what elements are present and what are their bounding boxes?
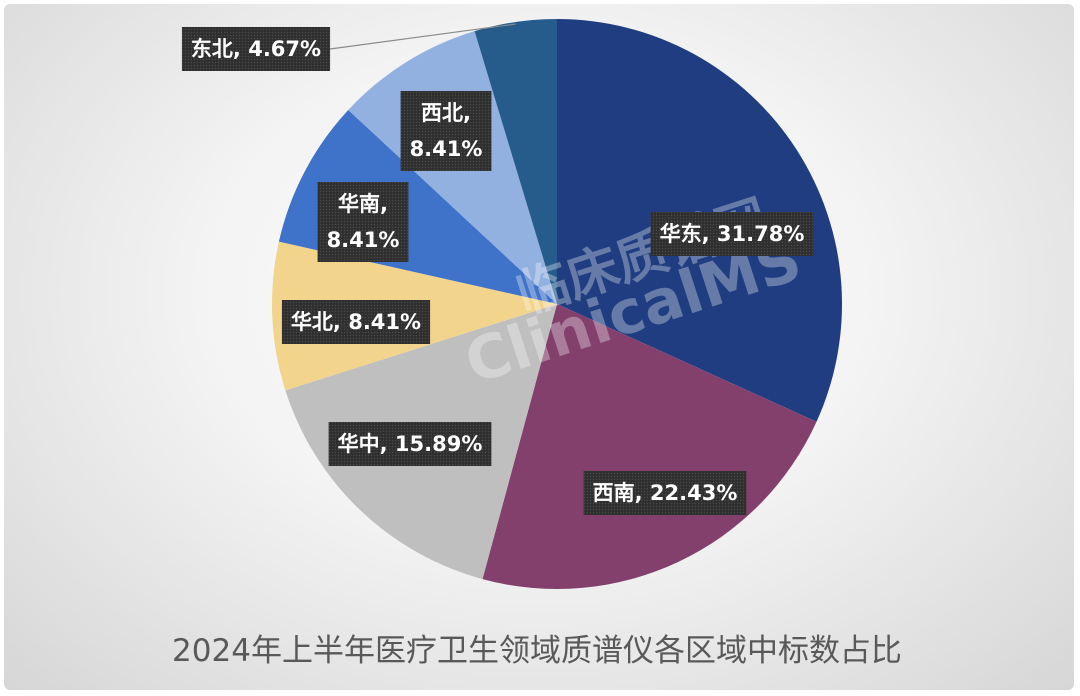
data-label-text-6-0: 东北, 4.67% [191, 37, 321, 61]
data-label-text-5-0: 西北, [421, 101, 471, 125]
data-label-text-3-0: 华北, 8.41% [291, 310, 421, 334]
data-label-text-4-1: 8.41% [327, 228, 400, 252]
pie-chart: 临床质谱网 ClinicalMS 华东, 31.78%西南, 22.43%华中,… [172, 19, 902, 669]
data-label-1: 西南, 22.43% [583, 471, 747, 515]
data-label-text-5-1: 8.41% [410, 137, 483, 161]
chart-title: 2024年上半年医疗卫生领域质谱仪各区域中标数占比 [172, 633, 902, 669]
data-label-text-4-0: 华南, [338, 192, 388, 216]
data-label-3: 华北, 8.41% [281, 300, 431, 344]
data-label-box-3 [281, 300, 431, 344]
leader-line-6 [329, 23, 516, 50]
data-label-box-1 [583, 471, 747, 515]
data-label-0: 华东, 31.78% [650, 212, 814, 256]
data-label-text-2-0: 华中, 15.89% [338, 432, 483, 456]
data-label-6: 东北, 4.67% [181, 27, 331, 71]
data-label-box-2 [328, 422, 492, 466]
data-label-box-5 [400, 91, 492, 171]
pie-slice-6 [474, 19, 557, 304]
data-label-2: 华中, 15.89% [328, 422, 492, 466]
data-label-box-6 [181, 27, 331, 71]
data-label-box-4 [317, 182, 409, 262]
data-label-4: 华南, 8.41% [317, 182, 409, 262]
chart-frame: 临床质谱网 ClinicalMS 华东, 31.78% 西南, 22.43% 华中,… [4, 4, 1074, 690]
data-labels: 华东, 31.78% 西南, 22.43% 华中, 15.89% 华北, 8.41% 华… [181, 23, 814, 515]
data-label-box-0 [650, 212, 814, 256]
data-label-text-1-0: 西南, 22.43% [593, 481, 738, 505]
data-label-5: 西北, 8.41% [400, 91, 492, 171]
data-label-text-0-0: 华东, 31.78% [660, 222, 805, 246]
pie-slice-1 [482, 304, 817, 590]
